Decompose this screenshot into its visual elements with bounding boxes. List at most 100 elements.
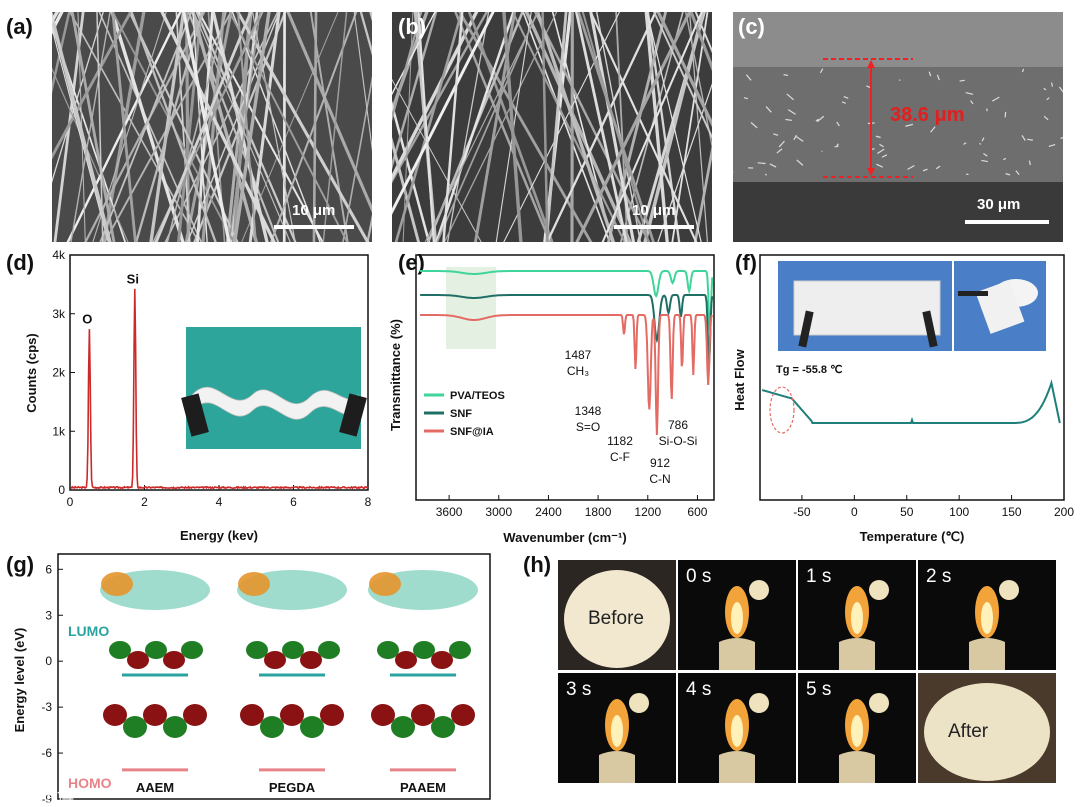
lumo-orbital xyxy=(300,651,322,669)
fiber-fragment xyxy=(991,96,1000,102)
fiber-fragment xyxy=(841,101,846,104)
eds-peak-label: O xyxy=(82,311,92,326)
sample-disc xyxy=(749,693,769,713)
energy-ytick: -3 xyxy=(41,700,52,714)
flame-photo: 1 s xyxy=(798,560,916,670)
fiber xyxy=(417,12,435,242)
tg-annotation: Tg = -55.8 ℃ xyxy=(776,364,842,376)
ftir-chart: 3600 3000 2400 1800 1200 600 PVA/TEOS SNF SNF@I… xyxy=(388,254,715,545)
fiber xyxy=(689,12,712,72)
molecule-name: PAAEM xyxy=(400,780,446,795)
fiber xyxy=(197,12,324,242)
fiber xyxy=(186,12,280,242)
ftir-annotation: 1487 xyxy=(565,348,592,362)
fiber xyxy=(535,12,616,242)
fiber xyxy=(182,12,231,242)
fiber xyxy=(312,12,318,242)
sample-disc xyxy=(629,693,649,713)
eds-xtick: 8 xyxy=(365,495,372,509)
fiber xyxy=(237,12,257,242)
dsc-xtick: 200 xyxy=(1054,505,1074,519)
energy-ytick: 0 xyxy=(45,654,52,668)
fiber xyxy=(502,12,523,242)
fiber xyxy=(52,12,133,160)
fiber-fragment xyxy=(905,123,914,127)
sample-disc xyxy=(564,570,670,668)
fiber-fragment xyxy=(1021,68,1025,73)
panel-label-g: (g) xyxy=(6,552,35,577)
panel-label-b: (b) xyxy=(398,14,427,39)
eds-ytick: 4k xyxy=(52,248,66,262)
fiber xyxy=(392,12,438,170)
fiber xyxy=(70,12,111,242)
fiber xyxy=(392,12,436,96)
lumo-orbital xyxy=(282,641,304,659)
fiber xyxy=(544,12,568,242)
dsc-xtick: 50 xyxy=(900,505,914,519)
fiber-fragment xyxy=(785,118,792,121)
energy-level-diagram: 6 3 0 -3 -6 -9 Energy level (eV) LUMO HOMO AA… xyxy=(12,553,491,806)
fiber xyxy=(467,12,554,242)
lumo-orbital xyxy=(318,641,340,659)
fiber-fragment xyxy=(981,137,985,142)
fiber-fragment xyxy=(935,165,941,170)
ftir-annotation: 786 xyxy=(668,418,688,432)
fiber xyxy=(251,12,296,242)
dsc-xtick: 150 xyxy=(1002,505,1022,519)
lumo-orbital xyxy=(246,641,268,659)
fiber-fragment xyxy=(875,135,881,138)
ftir-annotation-group: S=O xyxy=(576,420,600,434)
fiber xyxy=(454,12,552,242)
fiber-fragment xyxy=(907,164,915,170)
sem-image-c: 38.6 μm 30 μm xyxy=(733,12,1063,242)
fiber-fragment xyxy=(981,159,988,163)
ftir-annotation-group: Si-O-Si xyxy=(659,434,698,448)
homo-orbital xyxy=(143,704,167,726)
fiber xyxy=(392,78,482,242)
sem-image-a: 10 μm xyxy=(52,12,372,242)
fiber xyxy=(615,12,629,242)
scale-text-a: 10 μm xyxy=(292,202,336,219)
fiber xyxy=(228,12,261,242)
panel-label-d: (d) xyxy=(6,250,35,275)
fiber-fragment xyxy=(928,71,932,77)
eds-xlabel: Energy (kev) xyxy=(180,528,258,543)
eds-xtick: 4 xyxy=(216,495,223,509)
ftir-ylabel: Transmittance (%) xyxy=(388,319,403,431)
energy-ytick: 3 xyxy=(45,608,52,622)
flame-time-label: After xyxy=(948,721,989,742)
eds-ytick: 0 xyxy=(58,483,65,497)
energy-ytick: -9 xyxy=(41,792,52,806)
fiber xyxy=(269,12,358,242)
fiber-fragment xyxy=(1046,97,1050,101)
fiber xyxy=(392,12,423,122)
homo-orbital xyxy=(163,716,187,738)
ftir-annotation-group: C-F xyxy=(610,450,630,464)
dsc-xtick: -50 xyxy=(793,505,811,519)
fiber-fragment xyxy=(922,168,928,172)
eds-ylabel: Counts (cps) xyxy=(24,333,39,412)
dsc-xtick: 100 xyxy=(949,505,969,519)
fiber xyxy=(130,12,217,242)
fiber xyxy=(551,12,613,242)
flame-photo: Before xyxy=(558,560,676,670)
twisted-film-inset xyxy=(181,327,367,449)
fiber-fragment xyxy=(795,135,804,142)
fiber-fragment xyxy=(881,154,888,158)
dsc-xtick: 0 xyxy=(851,505,858,519)
fiber-fragment xyxy=(1003,157,1007,161)
flame-core xyxy=(611,715,623,747)
ftir-xtick: 3600 xyxy=(436,505,463,519)
sample-disc xyxy=(999,580,1019,600)
homo-orbital xyxy=(300,716,324,738)
molecule-name: AAEM xyxy=(136,780,174,795)
esp-surface xyxy=(101,572,133,596)
fiber xyxy=(545,12,657,242)
flame-core xyxy=(851,715,863,747)
fiber xyxy=(392,12,495,215)
flame-photo: After xyxy=(918,673,1056,783)
panel-label-a: (a) xyxy=(6,14,33,39)
fiber-fragment xyxy=(815,118,819,122)
sample-disc xyxy=(749,580,769,600)
esp-surface xyxy=(238,572,270,596)
